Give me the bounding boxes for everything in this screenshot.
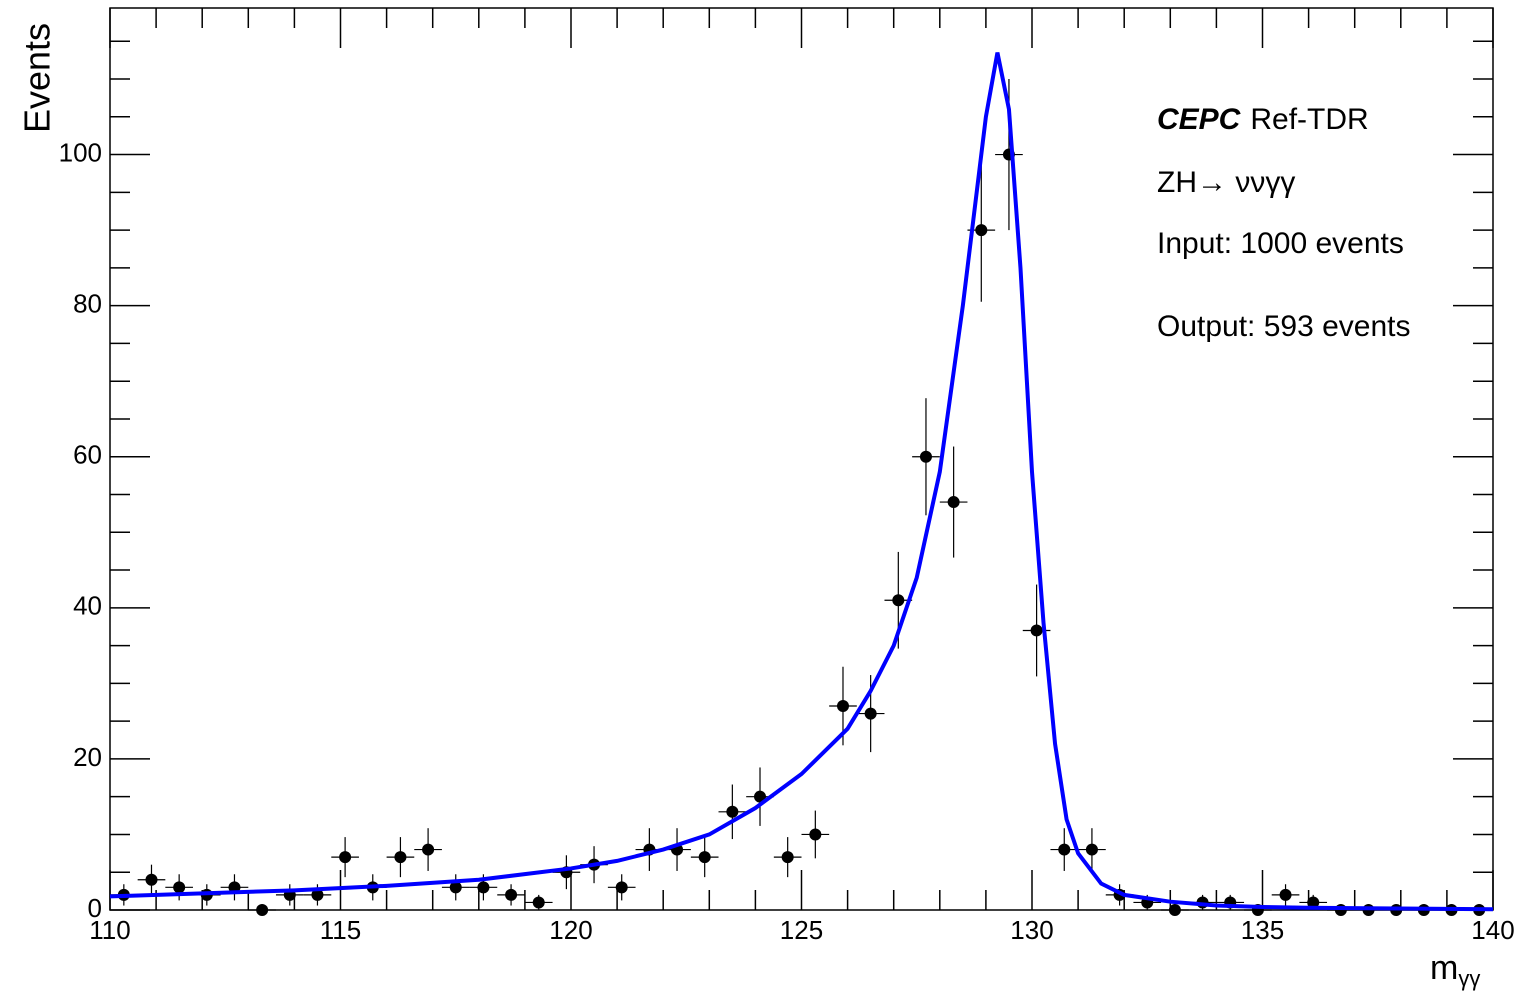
data-point: [1058, 843, 1071, 856]
x-label-main: m: [1430, 949, 1458, 987]
x-tick-label: 115: [320, 915, 361, 945]
data-point: [145, 873, 158, 886]
data-point: [781, 851, 794, 864]
x-tick-label: 130: [1010, 915, 1053, 945]
data-point: [1168, 904, 1181, 916]
data-point: [256, 904, 269, 916]
data-point: [477, 881, 490, 894]
x-tick-label: 110: [89, 915, 130, 945]
annotation: ZH→ ννγγ: [1157, 166, 1295, 199]
x-tick-label: 125: [780, 915, 823, 945]
annotation: Output: 593 events: [1157, 310, 1411, 343]
y-tick-label: 20: [73, 742, 102, 772]
x-label-sub: γγ: [1458, 966, 1480, 991]
data-point: [173, 881, 186, 894]
data-point: [422, 843, 435, 856]
data-point: [698, 851, 711, 864]
data-point: [394, 851, 407, 864]
data-point: [892, 594, 905, 607]
data-point: [754, 790, 767, 803]
data-point: [1279, 888, 1292, 901]
data-point: [532, 896, 545, 909]
data-point: [836, 700, 849, 713]
x-tick-label: 120: [549, 915, 592, 945]
data-point: [919, 450, 932, 463]
y-tick-label: 60: [73, 440, 102, 470]
y-tick-label: 40: [73, 591, 102, 621]
data-point: [975, 224, 988, 237]
annotation: CEPC Ref-TDR: [1157, 103, 1369, 136]
y-axis-label: Events: [17, 23, 58, 133]
x-tick-label: 135: [1241, 915, 1284, 945]
y-tick-label: 80: [73, 289, 102, 319]
y-tick-label: 100: [59, 137, 102, 167]
annotation-text: Ref-TDR: [1250, 103, 1368, 136]
annotation: Input: 1000 events: [1157, 227, 1404, 260]
data-point: [339, 851, 352, 864]
fit-curve: [109, 52, 1494, 912]
data-point: [1085, 843, 1098, 856]
data-point: [1030, 624, 1043, 637]
data-point: [615, 881, 628, 894]
data-point: [449, 881, 462, 894]
data-point: [809, 828, 822, 841]
data-point: [726, 805, 739, 818]
y-tick-label: 0: [88, 893, 102, 923]
data-point: [1307, 896, 1320, 909]
annotation-bold: CEPC: [1157, 103, 1242, 136]
data-point: [864, 707, 877, 720]
data-point: [505, 888, 518, 901]
x-tick-label: 140: [1471, 915, 1514, 945]
data-point: [311, 888, 324, 901]
x-axis-label: mγγ: [1430, 949, 1480, 991]
data-point: [947, 496, 960, 509]
